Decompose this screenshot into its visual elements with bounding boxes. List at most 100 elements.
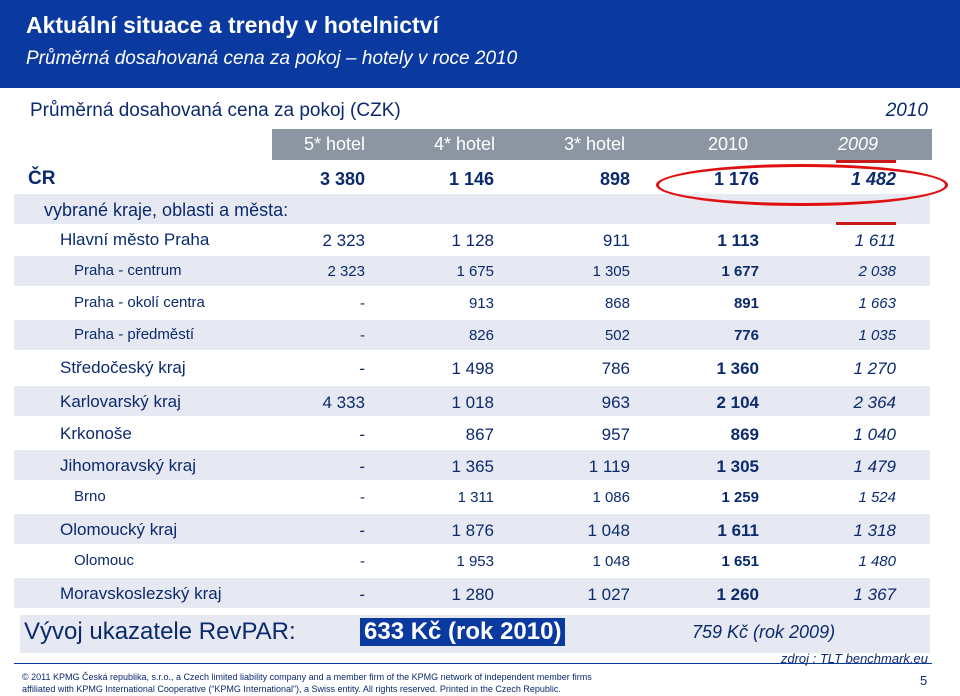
- table-cell: 1 035: [858, 327, 896, 344]
- row-label: Olomoucký kraj: [60, 520, 178, 539]
- table-cell: -: [360, 295, 365, 312]
- table-cell: 1 611: [717, 521, 759, 540]
- table-cell: 4 333: [322, 393, 365, 412]
- row-band: [14, 578, 930, 608]
- slide-header: Aktuální situace a trendy v hotelnictví …: [0, 0, 960, 88]
- row-label: vybrané kraje, oblasti a města:: [44, 200, 289, 220]
- table-cell: 1 367: [853, 585, 896, 604]
- table-cell: -: [359, 425, 365, 444]
- table-cell: 1 677: [721, 263, 759, 280]
- table-cell: 1 611: [854, 231, 896, 250]
- row-label: ČR: [28, 168, 56, 189]
- table-cell: 2 323: [322, 231, 365, 250]
- table-cell: 1 675: [456, 263, 494, 280]
- footer: © 2011 KPMG Česká republika, s.r.o., a C…: [0, 666, 960, 696]
- row-band: [14, 256, 930, 286]
- table-cell: 1 305: [592, 263, 630, 280]
- slide-subtitle: Průměrná dosahovaná cena za pokoj – hote…: [26, 48, 518, 69]
- table-cell: 1 365: [451, 457, 494, 476]
- column-header-bar: 5* hotel 4* hotel 3* hotel 2010 2009: [272, 129, 932, 160]
- table-cell: -: [360, 327, 365, 344]
- table-cell: 868: [604, 295, 630, 312]
- row-label: Praha - předměstí: [74, 326, 195, 343]
- source-note: zdroj : TLT benchmark.eu: [780, 651, 928, 666]
- row-label: Karlovarský kraj: [60, 392, 181, 411]
- table-cell: 957: [601, 425, 630, 444]
- table-cell: 502: [604, 327, 630, 344]
- table-cell: 1 480: [858, 553, 896, 570]
- table-cell: 2 323: [327, 263, 365, 280]
- table-cell: 1 318: [853, 521, 896, 540]
- table-cell: 1 018: [451, 393, 494, 412]
- table-cell: 1 048: [592, 553, 630, 570]
- row-band: [14, 320, 930, 350]
- table-cell: -: [359, 521, 365, 540]
- table-year: 2010: [885, 100, 928, 121]
- table-cell: 1 663: [858, 295, 896, 312]
- table-cell: 776: [733, 327, 759, 344]
- highlight-oval: [656, 164, 948, 206]
- table-cell: 1 651: [721, 553, 759, 570]
- footer-divider: [14, 663, 932, 664]
- revpar-value-2010: 633 Kč (rok 2010): [360, 618, 566, 646]
- table-cell: 1 305: [716, 457, 759, 476]
- row-band: [14, 514, 930, 544]
- table-cell: 1 270: [853, 359, 896, 378]
- table-cell: 2 364: [853, 393, 896, 412]
- table-cell: 1 259: [721, 489, 759, 506]
- table-cell: 826: [468, 327, 494, 344]
- row-band: [14, 450, 930, 480]
- table-cell: 1 040: [853, 425, 896, 444]
- row-label: Praha - okolí centra: [74, 294, 205, 311]
- table-cell: -: [359, 359, 365, 378]
- row-label: Jihomoravský kraj: [60, 456, 197, 475]
- table-cell: 3 380: [319, 169, 365, 189]
- table-caption: Průměrná dosahovaná cena za pokoj (CZK): [30, 100, 401, 121]
- table-cell: 1 280: [451, 585, 494, 604]
- table-cell: 2 038: [858, 263, 896, 280]
- revpar-value-2009: 759 Kč (rok 2009): [692, 622, 836, 642]
- table-cell: -: [360, 489, 365, 506]
- table-cell: 1 048: [587, 521, 630, 540]
- table-cell: -: [359, 585, 365, 604]
- table-cell: 1 311: [457, 489, 494, 506]
- row-label: Olomouc: [74, 552, 135, 569]
- table-cell: 1 086: [592, 489, 630, 506]
- slide-title: Aktuální situace a trendy v hotelnictví: [26, 12, 439, 38]
- table-cell: 963: [601, 393, 630, 412]
- row-band: [14, 386, 930, 416]
- column-header-2009: 2009: [838, 134, 879, 154]
- highlight-mark-top: [836, 160, 896, 163]
- revpar-label: Vývoj ukazatele RevPAR:: [24, 618, 296, 645]
- table-cell: -: [359, 457, 365, 476]
- table-cell: 1 524: [858, 489, 896, 506]
- column-header-2010: 2010: [708, 134, 749, 154]
- table-cell: 2 104: [716, 393, 759, 412]
- table-cell: 1 027: [587, 585, 630, 604]
- table-cell: 1 113: [717, 231, 759, 250]
- revpar-bar: Vývoj ukazatele RevPAR: 633 Kč (rok 2010…: [20, 615, 930, 653]
- table-cell: 891: [733, 295, 759, 312]
- page-number: 5: [920, 673, 928, 688]
- highlight-mark-bottom: [836, 222, 896, 225]
- row-label: Krkonoše: [60, 424, 132, 443]
- table-cell: -: [360, 553, 365, 570]
- table-cell: 867: [465, 425, 494, 444]
- table-cell: 869: [730, 425, 759, 444]
- footer-copyright-line2: affiliated with KPMG International Coope…: [22, 684, 561, 694]
- column-header-4star: 4* hotel: [434, 134, 496, 154]
- footer-copyright-line1: © 2011 KPMG Česká republika, s.r.o., a C…: [22, 672, 592, 682]
- table-cell: 1 498: [451, 359, 494, 378]
- table-cell: 1 360: [716, 359, 759, 378]
- table-cell: 911: [602, 231, 630, 250]
- column-header-5star: 5* hotel: [304, 134, 366, 154]
- table-cell: 786: [601, 359, 630, 378]
- row-label: Brno: [74, 488, 106, 505]
- table-cell: 1 876: [451, 521, 494, 540]
- table-cell: 898: [599, 169, 630, 189]
- table-cell: 1 479: [853, 457, 896, 476]
- table-cell: 1 128: [451, 231, 494, 250]
- row-label: Moravskoslezský kraj: [60, 584, 222, 603]
- table-cell: 1 953: [456, 553, 494, 570]
- column-header-3star: 3* hotel: [564, 134, 626, 154]
